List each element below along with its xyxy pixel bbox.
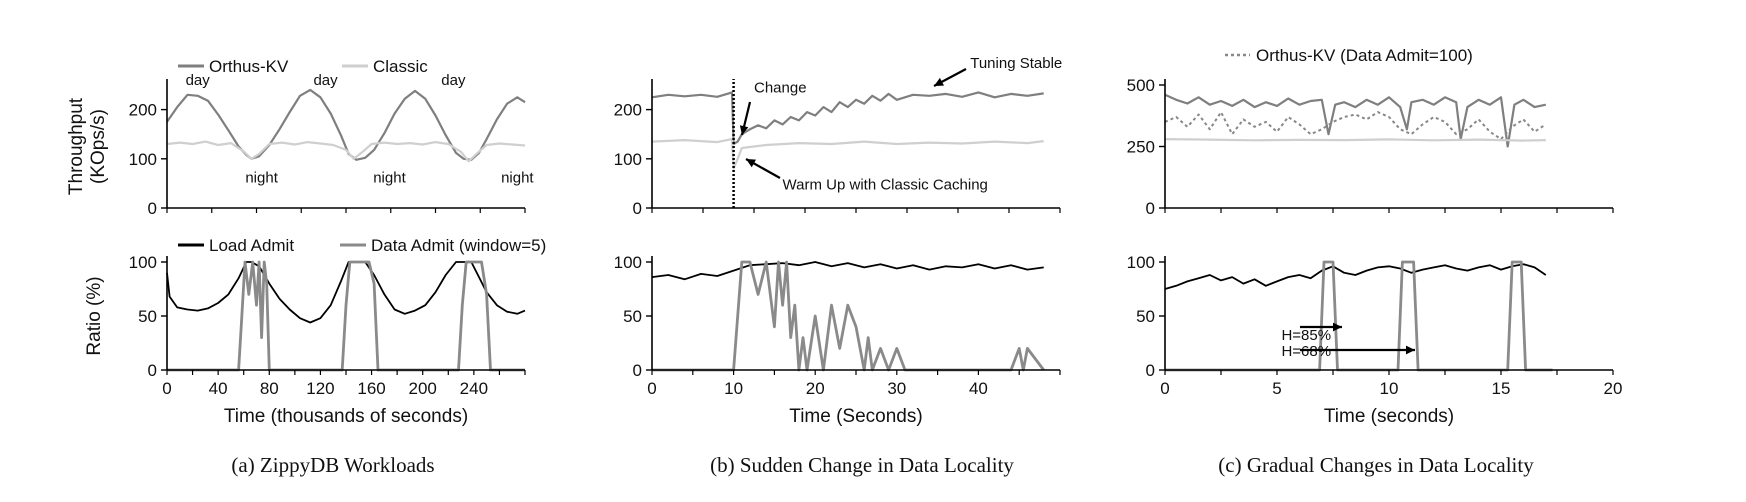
a-top-ytick-label: 200 bbox=[129, 101, 157, 120]
c-bottom-ytick-label: 100 bbox=[1127, 253, 1155, 272]
a-top-annotation: day bbox=[313, 72, 338, 89]
b-top-annotation: Tuning Stable bbox=[970, 55, 1062, 72]
legend-a-top: Orthus-KV Classic bbox=[178, 57, 428, 76]
b-bottom-series-2 bbox=[652, 260, 1045, 372]
c-top-series-2 bbox=[1164, 111, 1547, 141]
c-bottom-xtick-label: 10 bbox=[1380, 379, 1399, 398]
c-bottom-ytick-label: 50 bbox=[1136, 307, 1155, 326]
a-top-annotation: night bbox=[501, 169, 534, 186]
c-bottom-annotation: H=85% bbox=[1281, 327, 1331, 344]
a-bottom-series-2 bbox=[167, 260, 525, 372]
b-bottom-ytick-label: 0 bbox=[633, 361, 642, 380]
a-top-series-2 bbox=[166, 140, 526, 163]
legend-label-load-admit: Load Admit bbox=[209, 236, 294, 255]
b-bottom-ytick-label: 50 bbox=[623, 307, 642, 326]
c-bottom-series-2 bbox=[1165, 260, 1553, 372]
arrow-change-head bbox=[739, 125, 749, 135]
legend-a-bottom: Load Admit Data Admit (window=5) bbox=[178, 236, 546, 255]
a-top-ytick-label: 0 bbox=[148, 199, 157, 218]
c-top-ytick-label: 250 bbox=[1127, 138, 1155, 157]
a-top-annotation: night bbox=[245, 169, 278, 186]
a-bottom-ytick-label: 50 bbox=[138, 307, 157, 326]
c-top-series-3 bbox=[1164, 138, 1546, 142]
legend-label-orthus-kv: Orthus-KV bbox=[209, 57, 289, 76]
a-bottom-xtick-label: 120 bbox=[306, 379, 334, 398]
arrow-tuning-stable-head bbox=[934, 77, 944, 86]
arrow-h68-head bbox=[1405, 345, 1415, 355]
a-top-annotation: day bbox=[186, 72, 211, 89]
a-bottom-xtick-label: 200 bbox=[409, 379, 437, 398]
b-bottom-series-1 bbox=[651, 261, 1044, 281]
legend-label-classic: Classic bbox=[373, 57, 428, 76]
a-bottom-ytick-label: 100 bbox=[129, 253, 157, 272]
c-bottom-xtick-label: 5 bbox=[1272, 379, 1281, 398]
b-top-series-1 bbox=[651, 91, 1044, 146]
a-bottom-xlabel: Time (thousands of seconds) bbox=[224, 406, 468, 427]
a-top-annotation: night bbox=[373, 169, 406, 186]
b-bottom-xtick-label: 10 bbox=[724, 379, 743, 398]
caption-c: (c) Gradual Changes in Data Locality bbox=[1218, 453, 1534, 477]
a-bottom-xtick-label: 160 bbox=[357, 379, 385, 398]
c-bottom-xlabel: Time (seconds) bbox=[1324, 406, 1454, 427]
c-bottom-series-1 bbox=[1164, 263, 1547, 290]
c-bottom-xtick-label: 15 bbox=[1492, 379, 1511, 398]
b-top-annotation: Warm Up with Classic Caching bbox=[783, 176, 988, 193]
arrow-warm-up-head bbox=[746, 159, 756, 168]
b-top-annotation: Change bbox=[754, 79, 807, 96]
c-bottom-xtick-label: 0 bbox=[1160, 379, 1169, 398]
a-top-annotation: day bbox=[441, 72, 466, 89]
series-layer bbox=[166, 79, 1553, 372]
legend-c-top: Orthus-KV (Data Admit=100) bbox=[1225, 46, 1473, 65]
b-bottom-xtick-label: 20 bbox=[806, 379, 825, 398]
a-bottom-xtick-label: 40 bbox=[209, 379, 228, 398]
b-top-series-2 bbox=[651, 138, 1044, 170]
c-top-ytick-label: 0 bbox=[1146, 199, 1155, 218]
a-top-ylabel-unit: (KOps/s) bbox=[88, 109, 109, 184]
b-bottom-xtick-label: 0 bbox=[647, 379, 656, 398]
c-top-ytick-label: 500 bbox=[1127, 76, 1155, 95]
b-top-ytick-label: 0 bbox=[633, 199, 642, 218]
a-bottom-xtick-label: 0 bbox=[162, 379, 171, 398]
a-bottom-ytick-label: 0 bbox=[148, 361, 157, 380]
b-top-ytick-label: 100 bbox=[614, 150, 642, 169]
axes-layer bbox=[161, 79, 1614, 375]
a-bottom-xtick-label: 80 bbox=[260, 379, 279, 398]
a-top-ylabel: Throughput bbox=[66, 97, 87, 195]
a-top-ytick-label: 100 bbox=[129, 150, 157, 169]
c-bottom-annotation: H=68% bbox=[1281, 343, 1331, 360]
c-top-series-1 bbox=[1164, 93, 1547, 148]
b-bottom-ytick-label: 100 bbox=[614, 253, 642, 272]
c-bottom-xtick-label: 20 bbox=[1604, 379, 1623, 398]
a-bottom-xtick-label: 240 bbox=[460, 379, 488, 398]
arrow-h85-head bbox=[1332, 322, 1342, 332]
b-bottom-xtick-label: 30 bbox=[887, 379, 906, 398]
b-bottom-xtick-label: 40 bbox=[969, 379, 988, 398]
legend-label-data-admit: Data Admit (window=5) bbox=[371, 236, 546, 255]
a-bottom-ylabel: Ratio (%) bbox=[84, 276, 105, 355]
caption-b: (b) Sudden Change in Data Locality bbox=[710, 453, 1014, 477]
legend-label-orthus-kv-da100: Orthus-KV (Data Admit=100) bbox=[1256, 46, 1473, 65]
caption-a: (a) ZippyDB Workloads bbox=[231, 453, 434, 477]
b-bottom-xlabel: Time (Seconds) bbox=[789, 406, 922, 427]
b-top-ytick-label: 200 bbox=[614, 101, 642, 120]
c-bottom-ytick-label: 0 bbox=[1146, 361, 1155, 380]
